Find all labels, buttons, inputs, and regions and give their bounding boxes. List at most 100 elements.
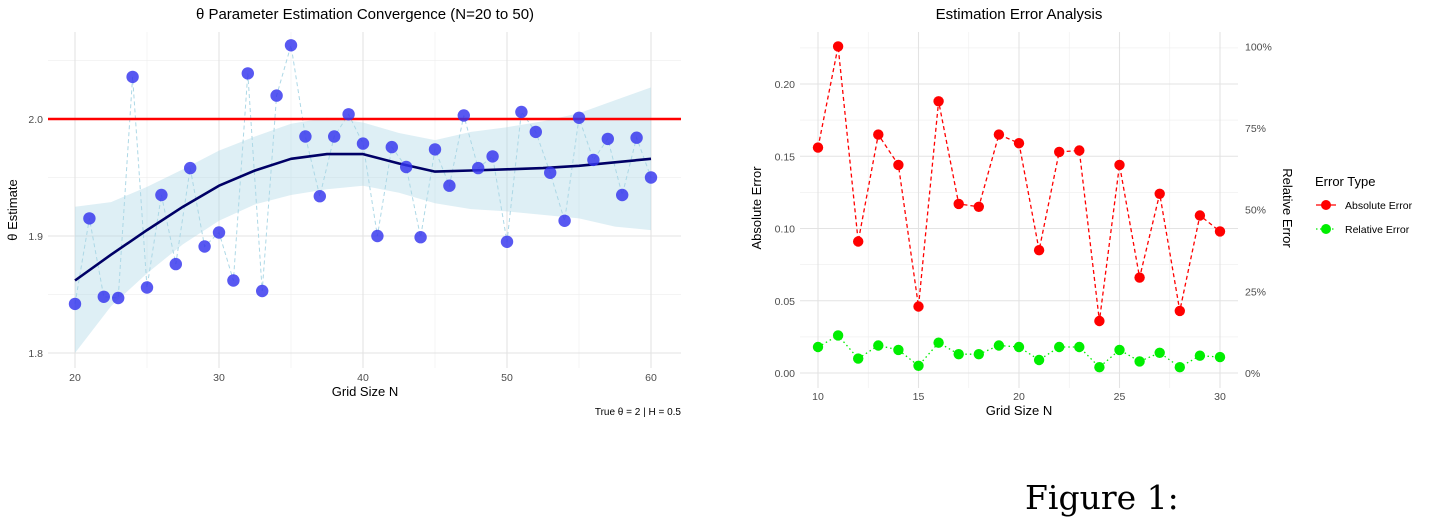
- absolute-error-point: [1054, 146, 1065, 158]
- y-tick-label: 1.9: [28, 231, 43, 243]
- relative-error-point: [1174, 362, 1186, 373]
- estimate-point: [212, 226, 226, 239]
- estimate-point: [558, 214, 571, 227]
- absolute-error-point: [873, 129, 884, 140]
- confidence-band-area: [75, 87, 651, 354]
- estimate-point: [256, 284, 269, 298]
- estimate-point: [457, 109, 470, 122]
- left-y-axis-label: θ Estimate: [5, 179, 20, 240]
- estimate-point: [630, 131, 643, 144]
- absolute-error-point: [933, 96, 944, 107]
- estimate-point: [572, 111, 586, 125]
- estimate-point: [270, 89, 283, 102]
- absolute-error-point: [993, 129, 1005, 140]
- estimate-point: [155, 188, 168, 202]
- y-tick-label: 2.0: [28, 114, 43, 126]
- right-secondary-y-tick-labels: 0% 25% 50% 75% 100%: [1245, 41, 1272, 380]
- relative-error-point: [832, 330, 844, 341]
- legend-label-relative-error: Relative Error: [1345, 224, 1410, 236]
- absolute-error-point: [812, 142, 824, 153]
- secondary-y-tick-label: 75%: [1245, 123, 1266, 135]
- relative-error-point: [1114, 344, 1125, 356]
- estimate-point: [443, 179, 456, 192]
- legend-item-relative-error: Relative Error: [1316, 224, 1410, 236]
- estimate-point: [500, 235, 514, 248]
- relative-error-point: [1214, 351, 1226, 363]
- left-y-tick-labels: 1.8 1.9 2.0: [28, 114, 43, 360]
- estimate-point: [644, 171, 658, 184]
- right-chart-title: Estimation Error Analysis: [936, 6, 1103, 23]
- absolute-error-point: [1114, 159, 1125, 171]
- estimate-point: [385, 140, 398, 154]
- confidence-band: [75, 87, 651, 354]
- smooth-line-path: [74, 152, 652, 282]
- estimate-point: [371, 229, 384, 243]
- relative-error-point: [933, 337, 944, 348]
- relative-error-point: [1154, 347, 1165, 358]
- estimate-point: [515, 105, 528, 119]
- estimate-point: [184, 161, 197, 175]
- left-x-axis-label: Grid Size N: [332, 384, 398, 399]
- right-gridlines: [800, 32, 1238, 388]
- left-chart-title: θ Parameter Estimation Convergence (N=20…: [196, 6, 534, 23]
- relative-error-point: [1013, 341, 1025, 353]
- secondary-y-tick-label: 25%: [1245, 286, 1266, 298]
- right-y-tick-labels: 0.00 0.05 0.10 0.15 0.20: [775, 79, 796, 380]
- relative-error-point: [953, 349, 964, 360]
- estimate-point: [342, 108, 355, 121]
- estimate-point: [126, 70, 139, 84]
- relative-error-point: [973, 349, 984, 360]
- relative-error-point: [1033, 354, 1045, 366]
- x-tick-label: 60: [645, 372, 657, 384]
- relative-error-point: [1074, 341, 1085, 353]
- right-x-axis-label: Grid Size N: [986, 403, 1052, 418]
- estimate-point: [472, 161, 485, 175]
- legend: Error Type Absolute Error Relative Error: [1315, 174, 1413, 236]
- x-tick-label: 40: [357, 372, 369, 384]
- relative-error-point: [893, 344, 904, 356]
- x-tick-label: 50: [501, 372, 513, 384]
- x-tick-label: 20: [69, 372, 81, 384]
- relative-error-point: [1094, 362, 1105, 373]
- estimate-points: [68, 39, 658, 311]
- estimate-point: [97, 290, 111, 303]
- y-tick-label: 0.00: [775, 368, 796, 380]
- estimate-point: [616, 188, 629, 202]
- left-chart-caption: True θ = 2 | H = 0.5: [595, 407, 682, 418]
- absolute-error-point: [1154, 188, 1165, 199]
- left-gridlines: [48, 32, 681, 368]
- x-tick-label: 30: [1214, 391, 1226, 403]
- estimate-point: [169, 257, 182, 271]
- relative-error-point: [812, 341, 824, 353]
- convergence-chart: θ Parameter Estimation Convergence (N=20…: [5, 6, 681, 418]
- estimate-point: [414, 231, 427, 244]
- absolute-error-point: [1194, 210, 1206, 221]
- relative-error-line: [817, 334, 1221, 369]
- absolute-error-point: [973, 201, 984, 212]
- legend-item-absolute-error: Absolute Error: [1316, 200, 1413, 212]
- error-analysis-chart: Estimation Error Analysis 10 15 20 25 30 0.0…: [749, 6, 1413, 418]
- y-tick-label: 0.15: [775, 151, 796, 163]
- estimate-point: [112, 291, 125, 305]
- relative-error-point: [873, 340, 884, 351]
- estimate-point: [241, 67, 254, 80]
- absolute-error-point: [953, 198, 964, 210]
- right-y-axis-label: Absolute Error: [749, 166, 764, 250]
- legend-label-absolute-error: Absolute Error: [1345, 200, 1413, 212]
- estimate-point: [529, 125, 542, 139]
- right-x-tick-labels: 10 15 20 25 30: [812, 391, 1226, 403]
- estimate-point: [284, 39, 298, 52]
- absolute-error-point: [1033, 245, 1045, 256]
- estimate-point: [328, 130, 341, 143]
- right-secondary-y-axis-label: Relative Error: [1280, 168, 1295, 248]
- secondary-y-tick-label: 50%: [1245, 205, 1266, 217]
- absolute-error-point: [1094, 315, 1105, 327]
- relative-error-point: [1134, 356, 1145, 367]
- absolute-error-point: [913, 301, 924, 312]
- estimate-point: [140, 281, 154, 294]
- legend-key-absolute-dot: [1321, 200, 1331, 210]
- estimate-point: [544, 166, 557, 179]
- y-tick-label: 0.05: [775, 296, 796, 308]
- estimate-point: [356, 137, 370, 150]
